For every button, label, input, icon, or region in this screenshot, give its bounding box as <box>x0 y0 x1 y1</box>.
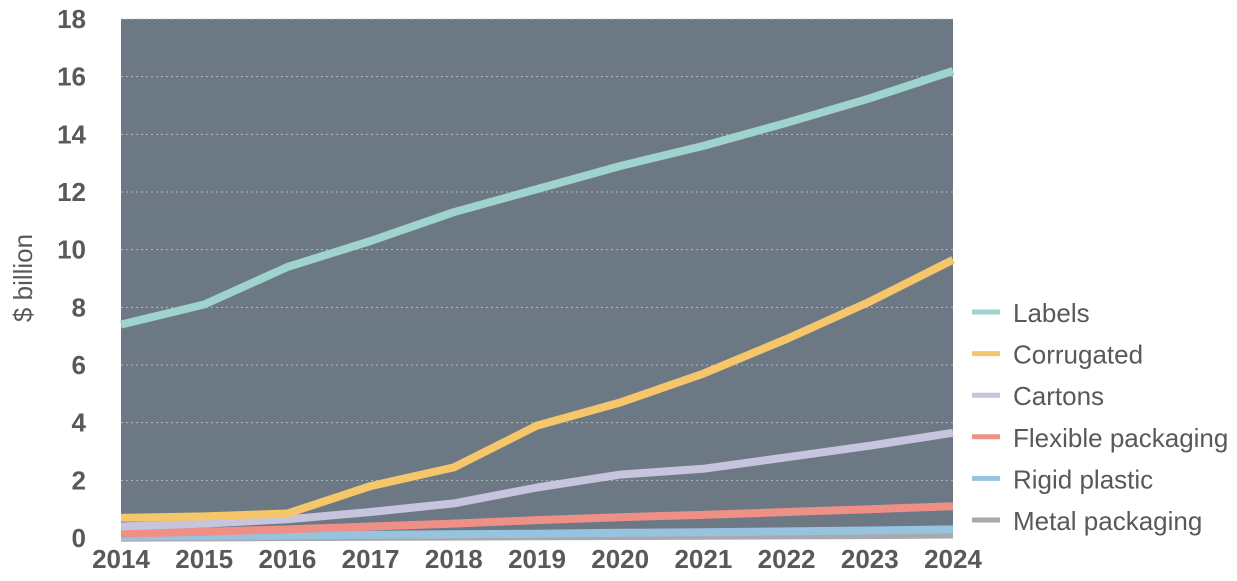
y-tick-label: 12 <box>57 177 86 207</box>
y-tick-label: 6 <box>72 350 86 380</box>
y-tick-label: 16 <box>57 62 86 92</box>
legend-label-labels: Labels <box>1013 298 1090 328</box>
legend-label-cartons: Cartons <box>1013 381 1104 411</box>
y-tick-label: 0 <box>72 523 86 553</box>
legend-label-corrugated: Corrugated <box>1013 340 1143 370</box>
x-tick-label: 2022 <box>758 544 816 574</box>
series-line-rigid-plastic <box>120 525 954 541</box>
series-lines <box>120 67 955 542</box>
y-tick-label: 14 <box>57 119 86 149</box>
legend-label-rigid-plastic: Rigid plastic <box>1013 464 1153 494</box>
x-tick-label: 2023 <box>841 544 899 574</box>
y-tick-label: 18 <box>57 4 86 34</box>
x-tick-label: 2019 <box>508 544 566 574</box>
plot-background <box>121 19 953 538</box>
y-axis-title: $ billion <box>8 234 38 322</box>
y-tick-label: 4 <box>72 408 87 438</box>
y-tick-label: 10 <box>57 235 86 265</box>
y-tick-label: 8 <box>72 292 86 322</box>
legend-label-metal-packaging: Metal packaging <box>1013 506 1202 536</box>
y-tick-label: 2 <box>72 465 86 495</box>
x-tick-label: 2018 <box>425 544 483 574</box>
x-tick-label: 2021 <box>674 544 732 574</box>
x-tick-label: 2015 <box>175 544 233 574</box>
legend: Labels Corrugated Cartons Flexible packagin… <box>972 298 1228 536</box>
x-tick-label: 2014 <box>92 544 150 574</box>
series-line-corrugated <box>120 256 955 522</box>
x-tick-label: 2024 <box>924 544 982 574</box>
x-axis-tick-labels: 2014 2015 2016 2017 2018 2019 2020 2021 2022 2023… <box>92 544 982 574</box>
x-tick-label: 2020 <box>591 544 649 574</box>
x-tick-label: 2016 <box>258 544 316 574</box>
x-tick-label: 2017 <box>342 544 400 574</box>
legend-label-flexible-packaging: Flexible packaging <box>1013 423 1228 453</box>
series-line-flexible-packaging <box>120 502 954 538</box>
series-line-labels <box>120 67 955 329</box>
series-line-cartons <box>120 428 954 531</box>
y-axis-tick-labels: 0 2 4 6 8 10 12 14 16 18 <box>57 4 86 553</box>
